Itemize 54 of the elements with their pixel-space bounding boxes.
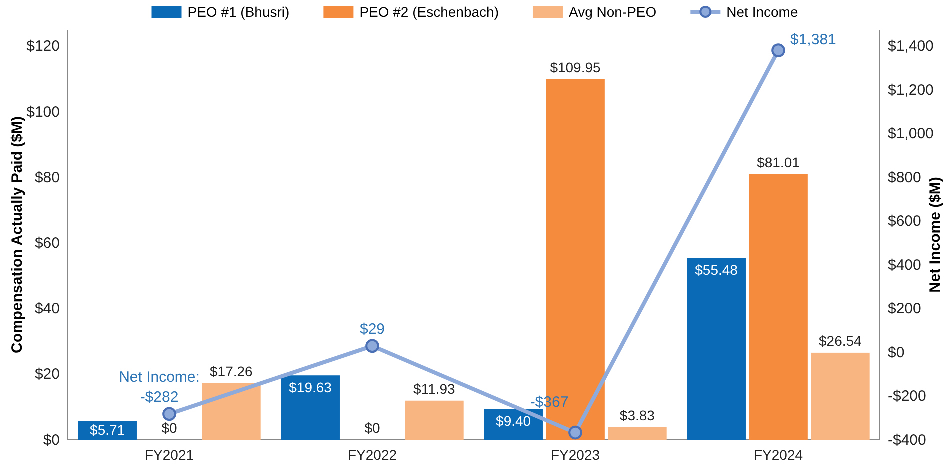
bar: [281, 376, 340, 440]
annotation: Net Income:: [119, 369, 200, 386]
data-label: -$282: [140, 389, 179, 406]
data-label: $55.48: [695, 262, 738, 278]
data-label: $109.95: [550, 59, 602, 76]
point: [568, 426, 582, 440]
data-label: $1,381: [790, 32, 836, 49]
y-tick-label: $80: [34, 169, 60, 186]
y2-tick-label: $1,400: [888, 38, 934, 56]
y-tick-label: $120: [26, 38, 60, 56]
y2-tick-label: $400: [888, 256, 922, 274]
y2-tick-label: $1,000: [888, 126, 934, 143]
y2-tick-label: $0: [888, 344, 905, 362]
legend-label: PEO #2 (Eschenbach): [360, 4, 499, 20]
y2-axis-title: Net Income ($M): [927, 177, 944, 293]
bar: [405, 400, 464, 440]
data-label: $5.71: [90, 422, 126, 438]
y2-tick-label: $800: [888, 169, 922, 186]
point: [772, 44, 786, 58]
data-label: $19.63: [289, 380, 332, 396]
y2-tick-label: $600: [888, 213, 922, 230]
data-label: $81.01: [757, 154, 800, 170]
data-label: $11.93: [414, 380, 456, 397]
y2-tick-label: -$400: [888, 432, 926, 449]
y2-tick-label: $1,200: [888, 82, 934, 99]
legend-label: Avg Non-PEO: [568, 4, 657, 20]
point: [162, 407, 176, 422]
y-tick-label: $20: [34, 366, 60, 384]
data-label: $0: [162, 420, 178, 436]
bar: [687, 258, 746, 440]
x-tick-label: FY2021: [144, 446, 194, 463]
y-tick-label: $100: [26, 104, 60, 121]
legend-label: PEO #1 (Bhusri): [188, 4, 290, 20]
data-label: $0: [364, 420, 380, 436]
y2-tick-label: $200: [888, 300, 922, 318]
x-tick-label: FY2022: [348, 446, 398, 463]
y2-tick-label: -$200: [888, 388, 926, 406]
point: [366, 339, 380, 354]
data-label: $3.83: [620, 407, 656, 424]
y-axis-title: Compensation Actually Paid ($M): [9, 116, 26, 354]
data-label: $29: [360, 321, 386, 338]
y-tick-label: $60: [34, 235, 60, 252]
x-tick-label: FY2023: [550, 446, 600, 463]
data-label: $26.54: [819, 332, 862, 349]
y-tick-label: $0: [43, 432, 60, 449]
y-tick-label: $40: [34, 300, 60, 318]
x-tick-label: FY2024: [754, 446, 804, 463]
bar: [202, 383, 261, 440]
bar: [749, 174, 808, 440]
bar: [811, 352, 870, 440]
data-label: $9.40: [496, 413, 532, 430]
data-label: $17.26: [210, 363, 254, 380]
legend-label: Net Income: [726, 4, 798, 20]
bar: [608, 427, 667, 440]
